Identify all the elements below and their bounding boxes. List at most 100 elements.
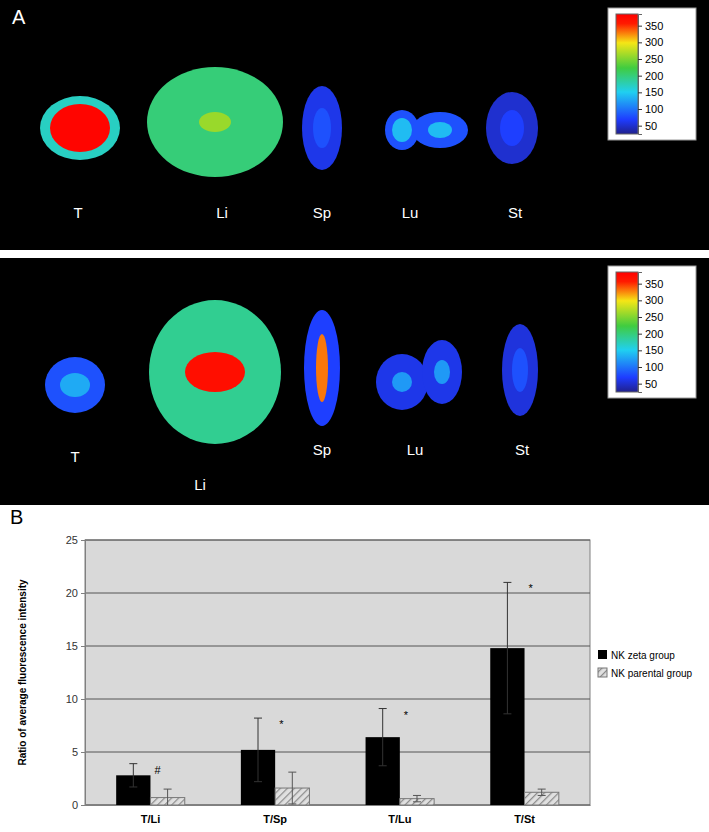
organ-label: Li: [216, 204, 228, 221]
error-line: [416, 795, 417, 801]
organ-rim: [302, 86, 342, 170]
organ-label: Sp: [313, 441, 331, 458]
organ-rim: [147, 67, 283, 177]
error-cap: [538, 789, 546, 790]
organ-label: St: [508, 204, 523, 221]
tick-label: 10: [66, 693, 78, 705]
y-tick: 10: [66, 693, 85, 705]
colorbar-axis-line: [639, 15, 643, 135]
axis-line: [81, 541, 86, 806]
tick-label: T/Li: [141, 813, 161, 825]
colorbar-tick: 200: [638, 328, 663, 340]
x-tick: T/St: [514, 805, 535, 825]
colorbar-tick-mark: [638, 284, 642, 285]
error-bar: [503, 582, 511, 713]
colorbar-tick-label: 100: [645, 361, 663, 373]
colorbar-tick-mark: [638, 109, 642, 110]
organ-core: [392, 118, 412, 142]
colorbar-tick-label: 200: [645, 328, 663, 340]
bars: [116, 582, 559, 805]
colorbar-tick: 350: [638, 278, 663, 290]
tick-label: T/Lu: [388, 813, 411, 825]
colorbar-tick-mark: [638, 76, 642, 77]
colorbar-tick-label: 200: [645, 70, 663, 82]
error-cap: [413, 801, 421, 802]
y-tick: 25: [66, 534, 85, 546]
error-line: [258, 718, 259, 782]
grid-line: [85, 540, 590, 541]
panel-background: [0, 0, 709, 250]
colorbar-tick: 300: [638, 36, 663, 48]
tick-label: T/St: [514, 813, 535, 825]
colorbar-tick: 300: [638, 294, 663, 306]
organ-rim: [40, 96, 120, 160]
tick-mark: [81, 699, 85, 700]
panel-background: [0, 258, 709, 505]
error-cap: [164, 789, 172, 790]
tick-mark: [81, 752, 85, 753]
error-bar: [413, 795, 421, 801]
colorbar-tick-label: 100: [645, 103, 663, 115]
colorbar-box: [608, 8, 696, 140]
colorbar-tick-mark: [638, 350, 642, 351]
y-axis: 0510152025: [66, 534, 86, 811]
organ-rim: [45, 357, 105, 413]
organ-core: [199, 112, 231, 132]
colorbar-tick-label: 250: [645, 53, 663, 65]
colorbar-tick: 50: [638, 120, 657, 132]
legend-label: NK parental group: [611, 668, 693, 679]
organ-core: [512, 348, 528, 392]
error-cap: [503, 713, 511, 714]
tick-mark: [81, 646, 85, 647]
error-line: [507, 582, 508, 713]
error-line: [292, 772, 293, 804]
error-cap: [379, 765, 387, 766]
organ-core: [428, 122, 452, 138]
organs: [45, 300, 538, 444]
organ-label: St: [515, 441, 530, 458]
organ-label: T: [70, 448, 79, 465]
colorbar-tick: 50: [638, 378, 657, 390]
organ-label: Sp: [313, 204, 331, 221]
error-line: [167, 789, 168, 805]
x-tick: T/Sp: [263, 805, 287, 825]
organ-label: Lu: [402, 204, 419, 221]
organ-rim: [149, 300, 281, 444]
tick-label: 5: [72, 746, 78, 758]
colorbar-tick-label: 250: [645, 311, 663, 323]
error-cap: [503, 582, 511, 583]
error-cap: [254, 781, 262, 782]
panel-b: B#***0510152025T/LiT/SpT/LuT/StRatio of …: [10, 506, 693, 825]
colorbar-tick-mark: [638, 367, 642, 368]
colorbar-tick-mark: [638, 26, 642, 27]
colorbar-tick: 100: [638, 103, 663, 115]
colorbar-tick-mark: [638, 384, 642, 385]
error-bar: [164, 789, 172, 805]
error-line: [382, 709, 383, 766]
error-bar: [379, 709, 387, 766]
organ-core: [313, 108, 331, 148]
organ-rim: [412, 112, 468, 148]
grid-line: [85, 646, 590, 647]
legend-swatch: [598, 668, 607, 677]
colorbar-tick: 350: [638, 20, 663, 32]
organ-core: [316, 334, 328, 402]
y-tick: 0: [72, 799, 85, 811]
error-cap: [379, 708, 387, 709]
tick-mark: [81, 593, 85, 594]
grid-line: [85, 593, 590, 594]
legend: NK zeta groupNK parental group: [598, 650, 693, 679]
y-tick: 20: [66, 587, 85, 599]
significance-label: #: [154, 764, 161, 776]
organ-label: T: [73, 204, 82, 221]
figure: ATLiSpLuSt50100150200250300350TLiSpLuSt5…: [0, 0, 709, 832]
colorbar-tick-mark: [638, 126, 642, 127]
organ-rim: [422, 340, 462, 404]
error-cap: [129, 786, 137, 787]
tick-mark: [81, 540, 85, 541]
panel-label: B: [10, 506, 23, 528]
colorbar-tick-mark: [638, 300, 642, 301]
tick-label: 0: [72, 799, 78, 811]
y-axis-title: Ratio of average fluorescence intensity: [17, 579, 28, 766]
significance-label: *: [404, 709, 409, 721]
